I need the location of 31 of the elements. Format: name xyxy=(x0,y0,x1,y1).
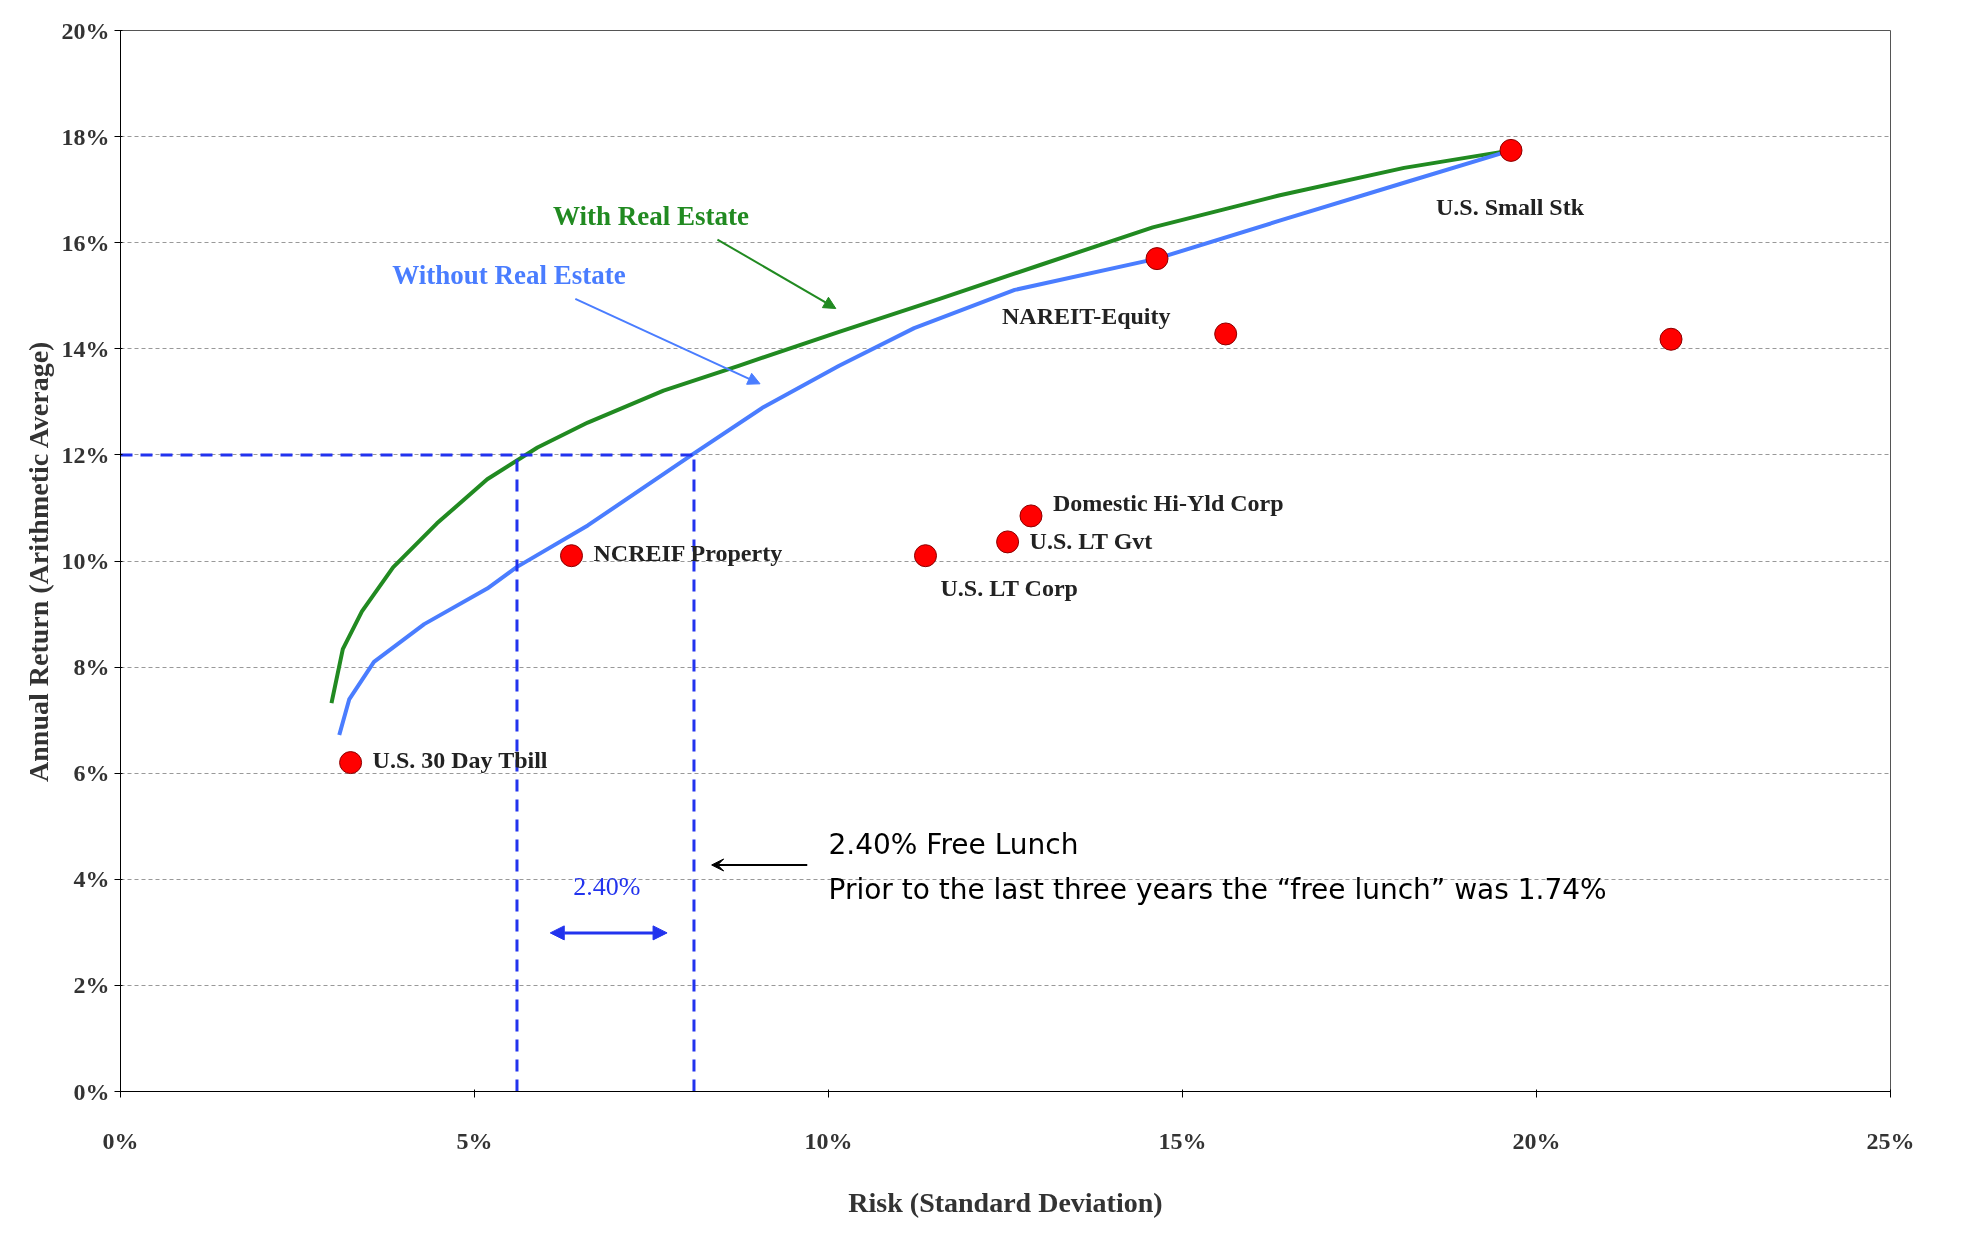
y-tick-label: 16% xyxy=(61,229,110,256)
y-tick-label: 14% xyxy=(61,335,110,362)
annotation: NAREIT-Equity xyxy=(1002,302,1171,329)
y-tick-label: 10% xyxy=(61,548,110,574)
annotation: U.S. Small Stk xyxy=(1436,194,1585,221)
y-tick-label: 4% xyxy=(73,866,110,893)
x-tick-label: 25% xyxy=(1866,1127,1915,1154)
y-tick-label: 18% xyxy=(61,123,110,150)
y-axis-title: Annual Return (Arithmetic Average) xyxy=(22,341,54,782)
y-tick-label: 6% xyxy=(73,760,110,787)
annotation: Domestic Hi-Yld Corp xyxy=(1052,489,1284,516)
y-tick-label: 8% xyxy=(73,654,110,681)
text: With Real Estate xyxy=(553,201,750,232)
annotation: Prior to the last three years the “free lunch” was 1.74% xyxy=(828,872,1607,906)
x-tick-label: 0% xyxy=(102,1127,139,1154)
x-tick-label: 15% xyxy=(1158,1127,1207,1154)
annotation: U.S. LT Corp xyxy=(940,574,1078,601)
annotation: 2.40% xyxy=(573,871,641,901)
annotation: NCREIF Property xyxy=(593,539,783,566)
y-tick-label: 0% xyxy=(73,1078,110,1105)
x-tick-label: 20% xyxy=(1512,1127,1561,1154)
annotation: 2.40% Free Lunch xyxy=(828,827,1079,861)
y-tick-label: 2% xyxy=(73,972,110,999)
y-tick-label: 12% xyxy=(61,441,110,468)
text: Without Real Estate xyxy=(392,260,626,291)
annotation: U.S. LT Gvt xyxy=(1029,527,1153,554)
y-tick-label: 20% xyxy=(61,17,110,44)
x-axis-title: Risk (Standard Deviation) xyxy=(848,1186,1163,1218)
annotation: U.S. 30 Day Tbill xyxy=(372,746,548,773)
x-tick-label: 10% xyxy=(804,1127,853,1154)
x-tick-label: 5% xyxy=(456,1127,493,1154)
